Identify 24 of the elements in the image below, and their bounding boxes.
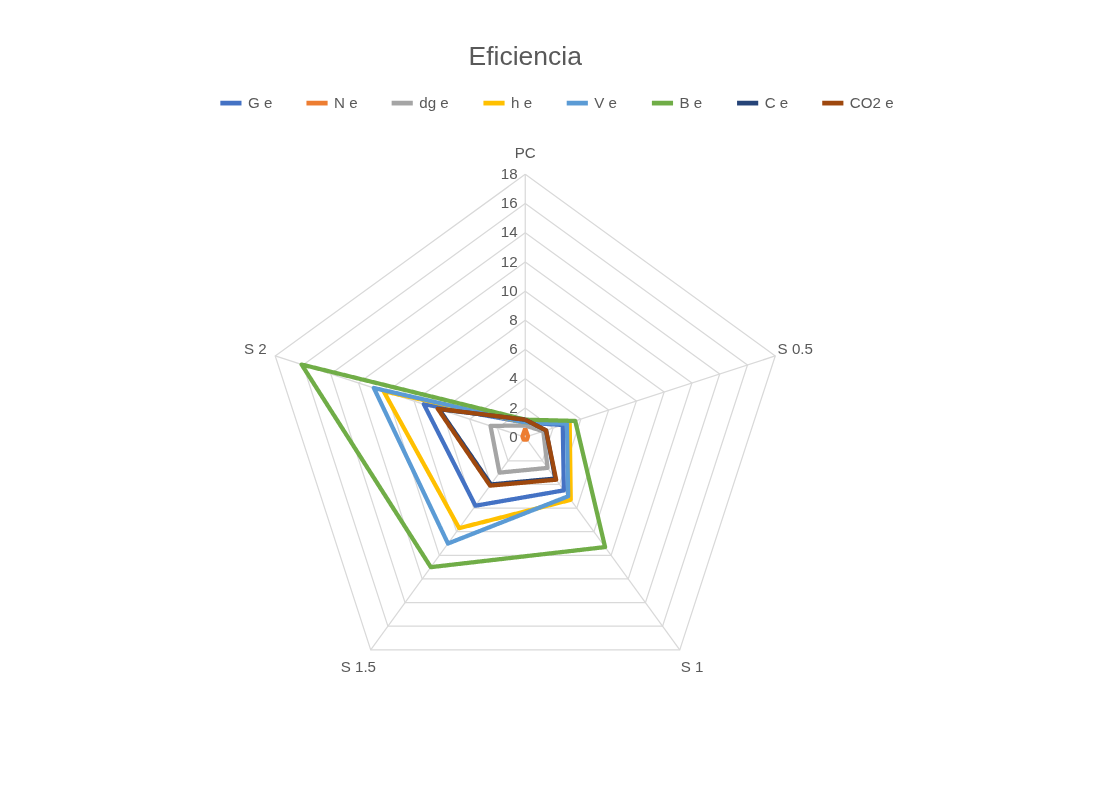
spoke-label: S 1 [680,657,704,675]
legend-label: V e [594,93,618,111]
chart-title: Eficiencia [468,41,583,72]
y-tick-label: 4 [509,369,518,387]
legend-label: dg e [419,93,449,111]
legend-label: CO2 e [849,93,894,111]
y-tick-label: 8 [509,311,518,329]
y-tick-label: 18 [500,165,518,183]
y-tick-label: 0 [509,427,518,445]
legend-label: N e [334,93,358,111]
legend-label: B e [679,93,703,111]
spoke-label: PC [514,144,536,161]
spoke-label: S 0.5 [777,340,813,358]
y-tick-label: 12 [500,252,518,270]
spoke-label: S 2 [243,340,267,358]
y-tick-label: 16 [500,194,518,212]
legend-label: h e [511,93,533,111]
y-tick-label: 14 [500,223,518,241]
y-tick-label: 2 [509,398,518,416]
legend-label: G e [247,93,273,111]
y-tick-label: 6 [509,340,518,358]
legend-label: C e [764,93,789,111]
y-tick-label: 10 [500,281,518,299]
spoke-label: S 1.5 [340,657,377,675]
